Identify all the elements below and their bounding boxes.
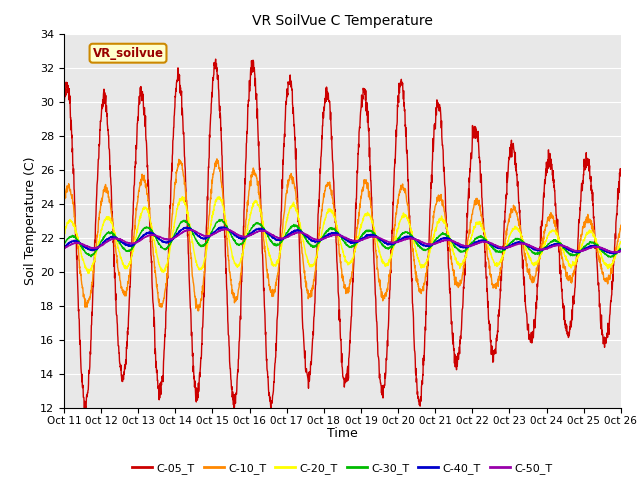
C-10_T xyxy=(216,165,223,170)
C-05_T xyxy=(584,156,591,162)
C-10_T xyxy=(617,222,625,228)
C-05_T xyxy=(568,307,576,312)
C-05_T xyxy=(359,96,367,102)
C-30_T xyxy=(504,242,512,248)
C-20_T xyxy=(215,194,223,200)
C-40_T xyxy=(617,248,625,253)
Y-axis label: Soil Temperature (C): Soil Temperature (C) xyxy=(24,156,37,285)
Text: VR_soilvue: VR_soilvue xyxy=(93,47,164,60)
C-30_T xyxy=(216,216,223,222)
X-axis label: Time: Time xyxy=(327,427,358,440)
C-20_T xyxy=(84,271,92,276)
C-10_T xyxy=(584,216,591,222)
C-40_T xyxy=(371,233,379,239)
C-20_T xyxy=(617,239,625,245)
C-50_T xyxy=(359,237,367,242)
C-30_T xyxy=(359,231,367,237)
Legend: C-05_T, C-10_T, C-20_T, C-30_T, C-40_T, C-50_T: C-05_T, C-10_T, C-20_T, C-30_T, C-40_T, … xyxy=(128,458,557,478)
C-10_T xyxy=(60,198,68,204)
C-30_T xyxy=(216,217,223,223)
C-50_T xyxy=(617,248,625,254)
C-05_T xyxy=(216,108,223,114)
C-10_T xyxy=(568,278,576,284)
C-30_T xyxy=(568,252,575,258)
C-40_T xyxy=(584,245,591,251)
C-50_T xyxy=(60,245,68,251)
C-50_T xyxy=(584,246,591,252)
C-10_T xyxy=(505,217,513,223)
Line: C-20_T: C-20_T xyxy=(64,197,621,274)
C-20_T xyxy=(60,231,68,237)
C-30_T xyxy=(371,231,379,237)
C-10_T xyxy=(195,308,202,314)
Line: C-50_T: C-50_T xyxy=(64,229,621,252)
C-20_T xyxy=(371,229,379,235)
C-30_T xyxy=(617,246,625,252)
C-20_T xyxy=(584,230,591,236)
C-30_T xyxy=(607,254,614,260)
C-40_T xyxy=(504,244,512,250)
C-20_T xyxy=(568,263,576,268)
C-50_T xyxy=(216,228,223,234)
C-40_T xyxy=(568,248,575,254)
C-40_T xyxy=(60,245,68,251)
Line: C-40_T: C-40_T xyxy=(64,227,621,254)
C-30_T xyxy=(584,241,591,247)
C-50_T xyxy=(568,246,575,252)
C-20_T xyxy=(505,236,513,242)
C-10_T xyxy=(213,156,221,162)
C-05_T xyxy=(60,95,68,100)
C-50_T xyxy=(613,250,621,255)
C-40_T xyxy=(216,225,223,231)
C-50_T xyxy=(504,244,512,250)
C-40_T xyxy=(220,224,228,230)
C-50_T xyxy=(371,234,379,240)
C-40_T xyxy=(359,235,367,241)
C-30_T xyxy=(60,241,68,247)
C-05_T xyxy=(212,56,220,62)
C-40_T xyxy=(609,251,617,257)
C-05_T xyxy=(230,410,238,416)
C-10_T xyxy=(359,188,367,194)
C-50_T xyxy=(222,226,230,232)
Line: C-05_T: C-05_T xyxy=(64,59,621,413)
C-20_T xyxy=(359,218,367,224)
C-10_T xyxy=(371,241,379,247)
Line: C-30_T: C-30_T xyxy=(64,219,621,257)
C-20_T xyxy=(216,195,223,201)
Line: C-10_T: C-10_T xyxy=(64,159,621,311)
C-05_T xyxy=(505,158,513,164)
C-05_T xyxy=(371,282,379,288)
Title: VR SoilVue C Temperature: VR SoilVue C Temperature xyxy=(252,14,433,28)
C-05_T xyxy=(617,169,625,175)
